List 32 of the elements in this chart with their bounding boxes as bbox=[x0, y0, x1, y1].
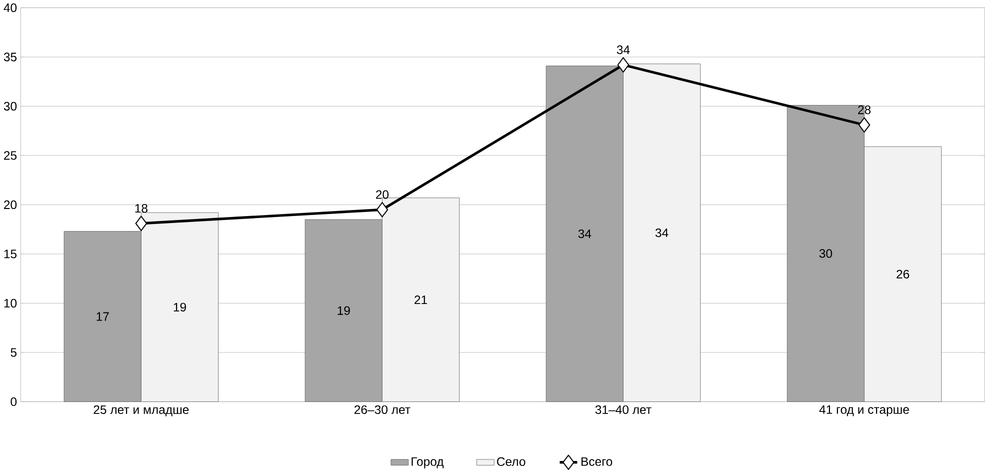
legend-label: Всего bbox=[582, 458, 612, 466]
legend-label: Город bbox=[412, 458, 444, 469]
point bbox=[858, 118, 870, 133]
y-tick-label: 20 bbox=[4, 200, 17, 210]
data-label: 19 bbox=[338, 306, 350, 316]
y-tick-label: 10 bbox=[4, 299, 17, 308]
data-label: 26 bbox=[896, 270, 910, 279]
data-label: 18 bbox=[135, 204, 148, 213]
data-label: 20 bbox=[376, 190, 389, 200]
point bbox=[135, 216, 148, 232]
data-label: 17 bbox=[96, 312, 109, 321]
x-tick-label: 25 лет и младше bbox=[94, 406, 189, 417]
y-tick-label: 25 bbox=[4, 151, 17, 160]
y-tick-label: 0 bbox=[10, 398, 17, 406]
x-tick-label: 26–30 лет bbox=[354, 406, 410, 414]
data-label: 21 bbox=[414, 296, 427, 304]
y-tick-label: 15 bbox=[4, 250, 17, 258]
x-tick-label: 41 год и старше bbox=[819, 406, 909, 417]
data-label: 28 bbox=[858, 106, 871, 114]
y-tick-label: 35 bbox=[4, 52, 17, 62]
y-tick-label: 40 bbox=[4, 4, 17, 12]
legend-label: Село bbox=[497, 458, 526, 466]
data-label: 30 bbox=[819, 249, 832, 258]
data-label: 34 bbox=[655, 228, 668, 238]
point bbox=[376, 202, 388, 218]
data-label: 19 bbox=[174, 303, 186, 312]
data-label: 34 bbox=[578, 230, 592, 238]
data-label: 34 bbox=[616, 46, 630, 54]
y-tick-label: 5 bbox=[10, 348, 17, 357]
point bbox=[617, 57, 630, 73]
y-tick-label: 30 bbox=[4, 102, 17, 111]
x-tick-label: 31–40 лет bbox=[595, 406, 652, 414]
